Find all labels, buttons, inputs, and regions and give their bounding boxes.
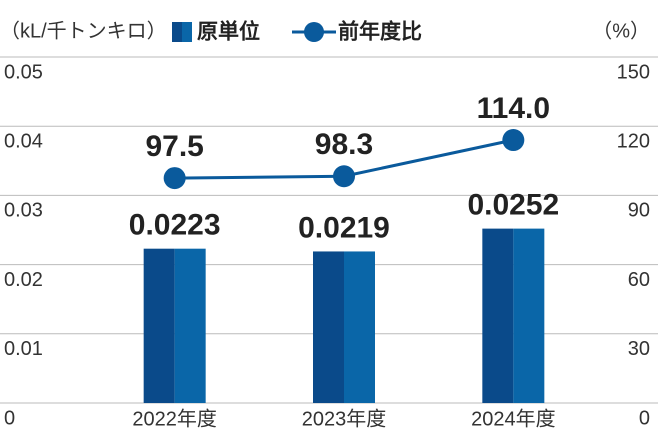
y-axis-label: （kL/千トンキロ）: [0, 19, 167, 42]
y2-tick-label: 0: [639, 407, 650, 429]
bar-dark: [482, 228, 514, 403]
y2-tick-label: 30: [628, 338, 650, 360]
bar: [344, 251, 375, 403]
x-tick-label: 2023年度: [302, 407, 387, 430]
line-value-label: 98.3: [315, 128, 373, 161]
y-tick-label: 0: [4, 407, 15, 429]
bar-dark: [313, 251, 344, 403]
y2-tick-label: 90: [628, 200, 650, 222]
x-tick-label: 2022年度: [132, 407, 217, 430]
y2-axis-label: （%）: [592, 19, 650, 42]
y-tick-label: 0.03: [4, 200, 43, 222]
y-tick-label: 0.05: [4, 61, 43, 83]
y2-tick-label: 120: [617, 130, 650, 152]
legend-swatch: [182, 22, 192, 42]
bar-dark: [143, 248, 175, 403]
y-tick-label: 0.02: [4, 269, 43, 291]
line-value-label: 114.0: [477, 92, 550, 125]
legend-marker: [304, 22, 324, 42]
legend-label: 原単位: [197, 20, 260, 44]
bar: [174, 248, 206, 403]
legend-swatch: [172, 22, 182, 42]
y2-tick-label: 150: [617, 61, 650, 83]
line-marker: [333, 165, 355, 188]
y-tick-label: 0.01: [4, 338, 43, 360]
bar: [513, 228, 545, 403]
line-marker: [502, 129, 525, 152]
bar-value-label: 0.0219: [298, 211, 390, 244]
line-marker: [163, 167, 186, 190]
bar-value-label: 0.0223: [129, 209, 221, 242]
y2-tick-label: 60: [628, 269, 650, 291]
bar-value-label: 0.0252: [467, 189, 559, 222]
line-value-label: 97.5: [145, 130, 203, 163]
y-tick-label: 0.04: [4, 130, 43, 152]
x-tick-label: 2024年度: [471, 407, 556, 430]
legend-label: 前年度比: [338, 20, 422, 44]
